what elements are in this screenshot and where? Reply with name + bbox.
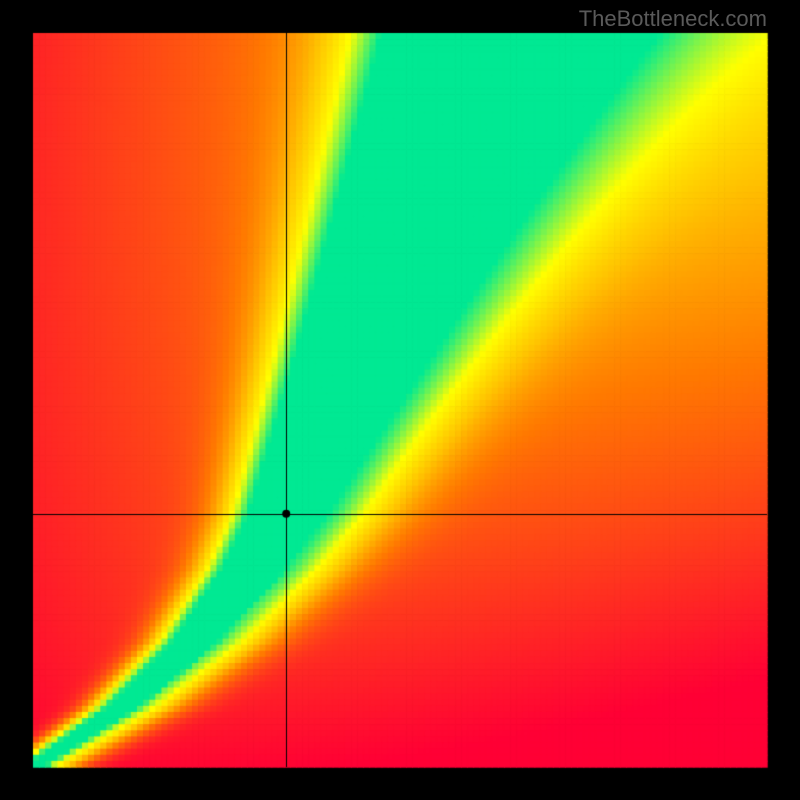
watermark-text: TheBottleneck.com [579, 6, 767, 32]
chart-container: TheBottleneck.com [0, 0, 800, 800]
bottleneck-heatmap-canvas [0, 0, 800, 800]
